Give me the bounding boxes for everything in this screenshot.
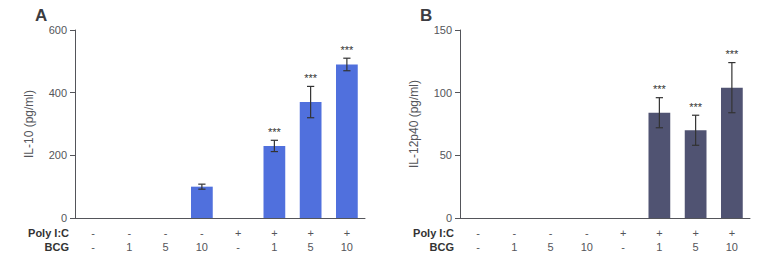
svg-text:+: + xyxy=(235,227,241,239)
svg-text:-: - xyxy=(91,241,95,253)
svg-text:5: 5 xyxy=(163,241,169,253)
svg-text:-: - xyxy=(476,241,480,253)
svg-text:-: - xyxy=(476,227,480,239)
svg-text:Poly I:C: Poly I:C xyxy=(28,227,69,239)
svg-text:-: - xyxy=(200,227,204,239)
svg-text:100: 100 xyxy=(434,87,452,99)
svg-text:1: 1 xyxy=(656,241,662,253)
svg-text:***: *** xyxy=(725,48,739,60)
svg-text:+: + xyxy=(344,227,350,239)
svg-text:400: 400 xyxy=(49,87,67,99)
svg-text:0: 0 xyxy=(61,212,67,224)
svg-text:150: 150 xyxy=(434,24,452,36)
svg-text:-: - xyxy=(621,241,625,253)
svg-text:***: *** xyxy=(689,101,703,113)
svg-text:***: *** xyxy=(304,72,318,84)
svg-text:1: 1 xyxy=(271,241,277,253)
svg-text:IL-12p40 (pg/ml): IL-12p40 (pg/ml) xyxy=(407,80,421,168)
svg-text:5: 5 xyxy=(308,241,314,253)
svg-text:***: *** xyxy=(268,126,282,138)
svg-text:+: + xyxy=(620,227,626,239)
svg-text:50: 50 xyxy=(440,149,452,161)
svg-text:10: 10 xyxy=(581,241,593,253)
svg-text:+: + xyxy=(692,227,698,239)
svg-text:+: + xyxy=(729,227,735,239)
svg-text:***: *** xyxy=(653,83,667,95)
svg-text:-: - xyxy=(91,227,95,239)
svg-text:A: A xyxy=(35,6,47,25)
svg-text:IL-10 (pg/ml): IL-10 (pg/ml) xyxy=(22,90,36,158)
svg-text:10: 10 xyxy=(726,241,738,253)
svg-text:+: + xyxy=(271,227,277,239)
svg-text:600: 600 xyxy=(49,24,67,36)
svg-text:B: B xyxy=(420,6,432,25)
svg-text:10: 10 xyxy=(341,241,353,253)
svg-text:+: + xyxy=(307,227,313,239)
svg-text:10: 10 xyxy=(196,241,208,253)
svg-text:5: 5 xyxy=(693,241,699,253)
svg-text:***: *** xyxy=(340,44,354,56)
svg-text:-: - xyxy=(513,227,517,239)
svg-text:-: - xyxy=(236,241,240,253)
svg-text:BCG: BCG xyxy=(430,241,454,253)
svg-text:1: 1 xyxy=(511,241,517,253)
svg-text:-: - xyxy=(164,227,168,239)
svg-text:1: 1 xyxy=(126,241,132,253)
svg-text:-: - xyxy=(585,227,589,239)
svg-text:BCG: BCG xyxy=(45,241,69,253)
svg-text:-: - xyxy=(128,227,132,239)
svg-text:200: 200 xyxy=(49,149,67,161)
svg-text:5: 5 xyxy=(548,241,554,253)
svg-text:0: 0 xyxy=(446,212,452,224)
svg-text:+: + xyxy=(656,227,662,239)
svg-text:Poly I:C: Poly I:C xyxy=(413,227,454,239)
svg-text:-: - xyxy=(549,227,553,239)
